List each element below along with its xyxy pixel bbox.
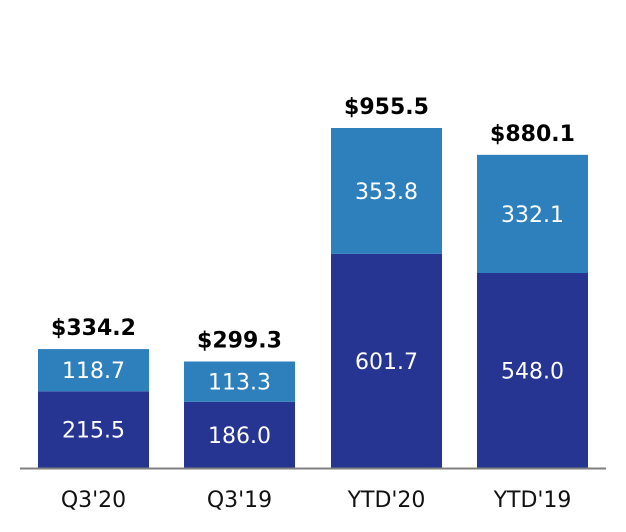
category-labels: Q3'20 Q3'19 YTD'20 YTD'19 <box>61 488 572 513</box>
total-value-label: $955.5 <box>344 95 429 120</box>
x-tick-label: YTD'20 <box>347 488 426 513</box>
bar-segment-1-4 <box>477 273 588 468</box>
segment-value-label: 215.5 <box>62 419 125 444</box>
bar-segment-1-3 <box>331 253 442 468</box>
total-value-label: $880.1 <box>490 122 575 147</box>
bar-segment-2-2 <box>184 361 295 402</box>
segment-value-label: 601.7 <box>355 350 418 375</box>
labels-layer: 215.5 118.7 $334.2 186.0 113.3 $299.3 601.7 353… <box>51 95 575 449</box>
segment-value-label: 548.0 <box>501 360 564 385</box>
segment-value-label: 353.8 <box>355 180 418 205</box>
x-tick-label: Q3'20 <box>61 488 126 513</box>
segment-value-label: 118.7 <box>62 359 125 384</box>
total-value-label: $299.3 <box>197 328 282 353</box>
segment-value-label: 186.0 <box>208 424 271 449</box>
total-value-label: $334.2 <box>51 316 136 341</box>
bar-segment-1-2 <box>184 401 295 468</box>
bar-segment-2-1 <box>38 349 149 392</box>
segment-value-label: 332.1 <box>501 203 564 228</box>
bar-segment-1-1 <box>38 391 149 468</box>
bar-segment-2-3 <box>331 128 442 254</box>
bars-layer <box>38 128 588 468</box>
segment-value-label: 113.3 <box>208 371 271 396</box>
x-tick-label: YTD'19 <box>493 488 572 513</box>
x-tick-label: Q3'19 <box>207 488 272 513</box>
bar-segment-2-4 <box>477 154 588 274</box>
